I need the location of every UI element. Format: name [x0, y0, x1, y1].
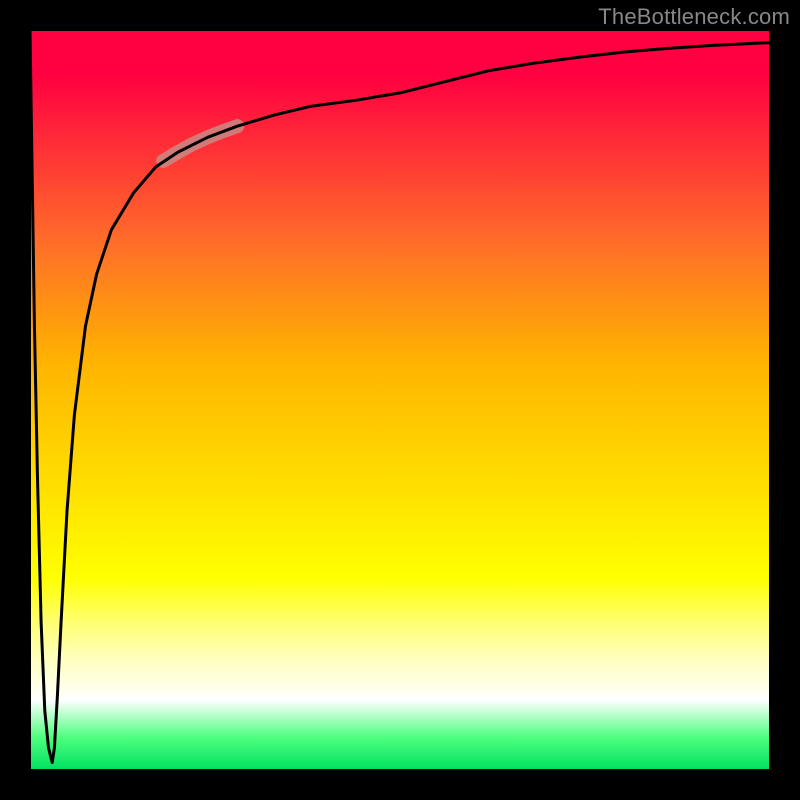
chart-svg — [0, 0, 800, 800]
chart-stage: TheBottleneck.com — [0, 0, 800, 800]
attribution-label: TheBottleneck.com — [598, 4, 790, 30]
plot-background — [30, 30, 770, 770]
